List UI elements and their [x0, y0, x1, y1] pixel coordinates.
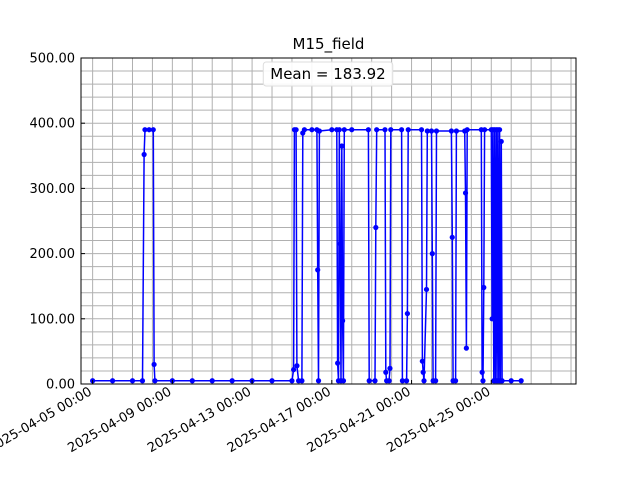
data-point [316, 128, 322, 134]
data-point [403, 378, 410, 384]
data-point [479, 369, 485, 375]
data-point [365, 127, 371, 133]
y-tick-label: 300.00 [30, 182, 76, 197]
data-point [404, 310, 411, 317]
data-point [301, 127, 308, 133]
chart-title: M15_field [293, 35, 365, 54]
data-point [309, 127, 315, 133]
data-point [421, 378, 427, 384]
data-point [142, 127, 148, 133]
data-point [289, 378, 295, 384]
data-point [423, 286, 430, 293]
data-point [229, 378, 235, 384]
data-point [482, 127, 488, 133]
data-point [209, 378, 215, 384]
data-point [141, 151, 147, 158]
data-point [499, 378, 505, 384]
data-point [335, 360, 341, 366]
data-point [405, 127, 411, 133]
data-point [448, 128, 455, 134]
series-layer [90, 127, 524, 384]
data-point [518, 378, 524, 384]
data-point [315, 378, 322, 384]
data-point [433, 128, 440, 134]
data-point [294, 363, 300, 369]
data-point [109, 378, 116, 384]
data-point [329, 127, 335, 133]
data-point [340, 378, 347, 384]
data-point [152, 378, 158, 384]
data-point [383, 369, 389, 375]
data-point [189, 378, 195, 384]
data-point [428, 128, 435, 134]
data-point [337, 241, 343, 247]
data-point [146, 127, 152, 133]
data-point [139, 378, 146, 384]
data-point [372, 378, 378, 384]
y-tick-label: 400.00 [30, 117, 76, 132]
annotation-box [262, 61, 394, 87]
plot-frame [80, 57, 577, 385]
data-point [269, 378, 275, 384]
data-point [386, 378, 392, 384]
data-point [420, 369, 426, 375]
data-point [382, 127, 388, 133]
data-point [340, 318, 346, 324]
data-point [433, 378, 439, 384]
data-point [429, 251, 435, 257]
data-point [129, 378, 136, 384]
data-point [424, 128, 430, 134]
data-point [341, 127, 347, 133]
data-point [299, 378, 305, 384]
data-point [480, 378, 486, 384]
data-point [293, 127, 299, 133]
series-line [92, 128, 522, 382]
data-point [373, 224, 379, 231]
data-point [496, 127, 503, 133]
data-point [291, 367, 297, 373]
data-point [453, 128, 460, 134]
data-point [508, 378, 514, 384]
data-point [349, 127, 355, 133]
data-point [151, 361, 157, 368]
data-point [419, 358, 425, 364]
data-point [398, 127, 405, 133]
y-tick-label: 0.00 [46, 378, 75, 393]
data-point [498, 138, 504, 145]
data-point [463, 345, 469, 351]
data-point [449, 234, 455, 240]
data-point [481, 284, 487, 291]
data-point [489, 316, 495, 322]
data-point [339, 143, 345, 149]
data-point [150, 127, 156, 133]
data-point [374, 127, 380, 133]
data-point [336, 127, 342, 133]
y-tick-label: 200.00 [30, 247, 76, 262]
data-point [464, 127, 470, 133]
data-point [387, 365, 393, 371]
data-point [462, 190, 469, 196]
data-point [366, 378, 372, 384]
mean-annotation: Mean = 183.92 [270, 65, 385, 83]
data-point [399, 378, 406, 384]
data-point [452, 378, 459, 384]
data-point [315, 267, 321, 273]
data-point [418, 127, 425, 133]
data-point [388, 127, 394, 133]
y-tick-label: 100.00 [30, 312, 76, 327]
y-tick-label: 500.00 [30, 52, 76, 67]
